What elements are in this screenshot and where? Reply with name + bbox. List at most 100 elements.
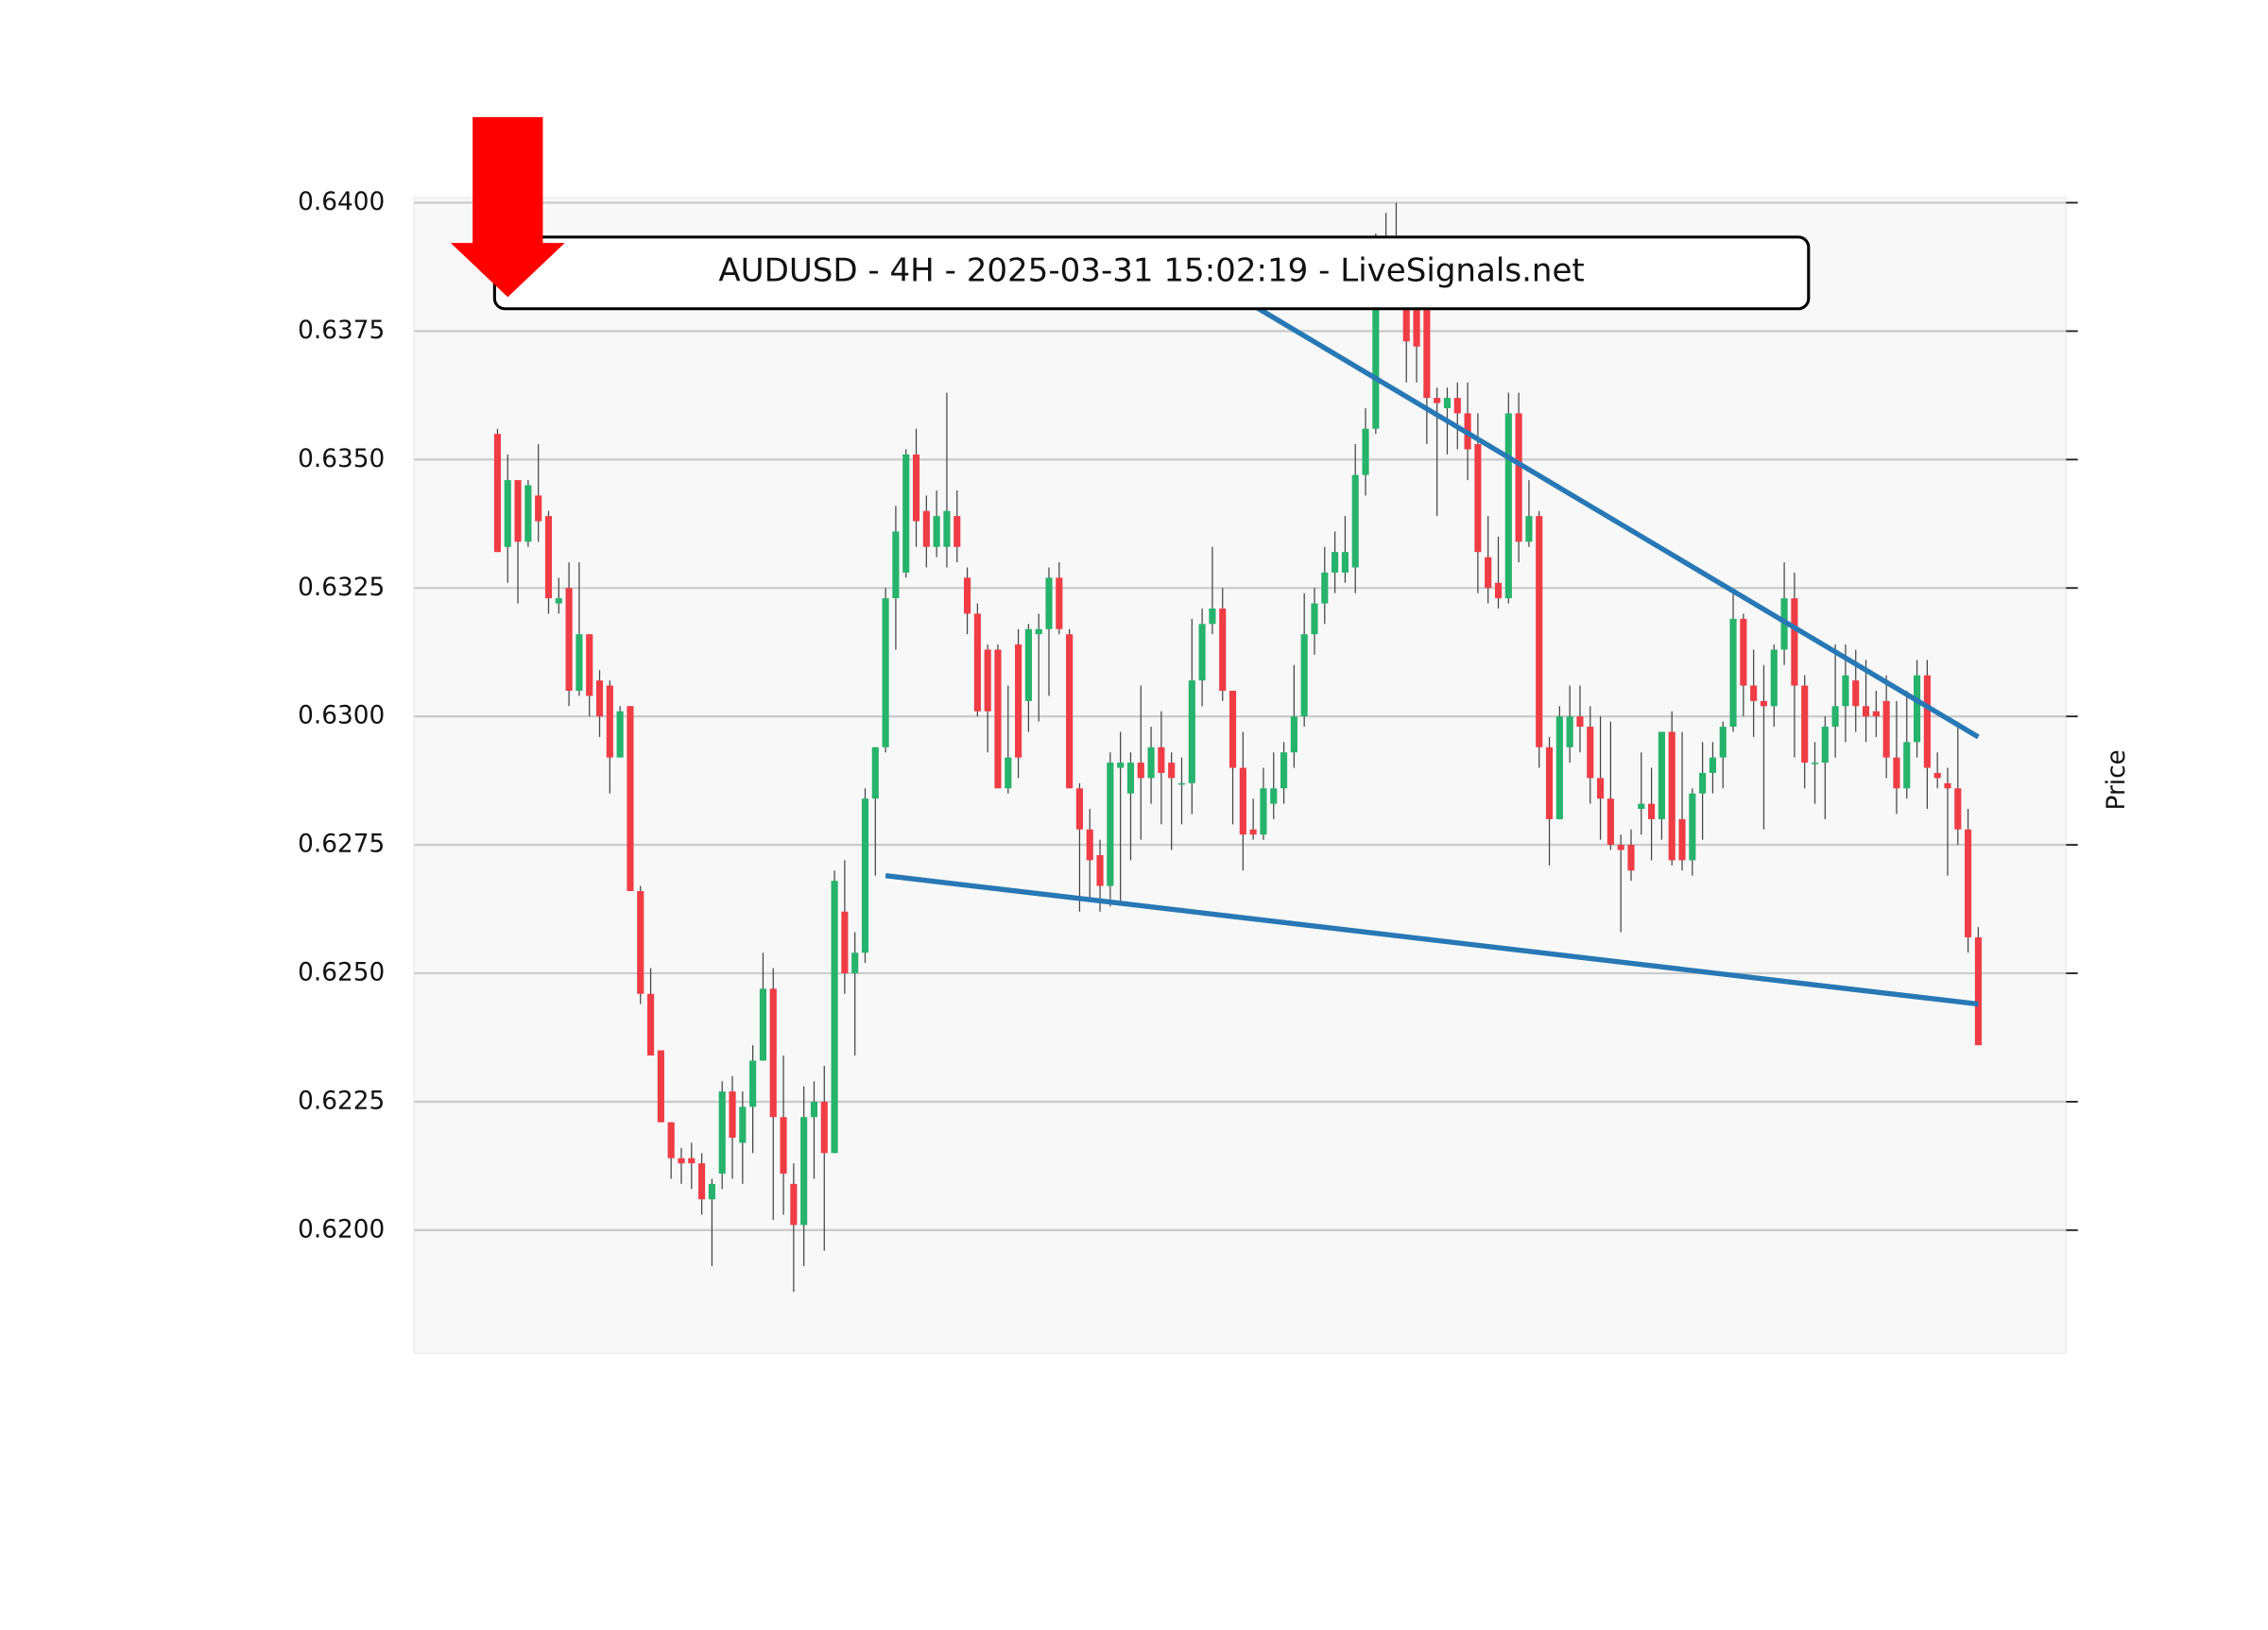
candle-body: [1862, 706, 1870, 717]
y-tick-label: 0.6325: [298, 574, 385, 602]
candle-body: [1658, 731, 1665, 819]
candle-body: [861, 798, 869, 953]
y-axis-label: Price: [2103, 749, 2131, 810]
candle-body: [1228, 690, 1237, 768]
y-tick-label: 0.6300: [298, 702, 385, 730]
candle-body: [1117, 763, 1125, 768]
y-tick-label: 0.6275: [298, 831, 385, 859]
candle-body: [708, 1183, 715, 1200]
candle-body: [1005, 757, 1012, 789]
candle-body: [1147, 746, 1155, 779]
candle-body: [504, 480, 511, 547]
candle-body: [1168, 763, 1176, 779]
candle-body: [1239, 767, 1246, 835]
candle-body: [902, 454, 910, 573]
candle-body: [657, 1050, 664, 1123]
candle-body: [1453, 398, 1461, 414]
candle-body: [831, 881, 838, 1154]
candle-body: [565, 588, 573, 691]
trendline: [885, 873, 1979, 1007]
candle-body: [698, 1163, 706, 1200]
candle-body: [667, 1122, 675, 1158]
candle-body: [963, 577, 971, 614]
candle-body: [1024, 628, 1032, 701]
candle-body: [1015, 644, 1022, 758]
candle-body: [1075, 788, 1083, 830]
candle-body: [1811, 763, 1819, 764]
candle-body: [1597, 778, 1605, 799]
candle-body: [820, 1101, 828, 1154]
candle-body: [1555, 716, 1563, 819]
candle-body: [1974, 936, 1982, 1046]
candle-body: [1923, 675, 1931, 768]
y-axis: 0.6200 0.6225 0.6250 0.6275 0.6300 0.6325 0.63…: [298, 188, 2078, 1244]
candle-body: [1954, 788, 1962, 830]
candle-body: [1536, 516, 1543, 747]
candle-body: [1158, 746, 1165, 773]
arrow-shaft: [472, 116, 543, 245]
candle-body: [535, 495, 542, 522]
candle-body: [616, 711, 624, 758]
candle-body: [1740, 618, 1747, 686]
candle-body: [1137, 763, 1144, 779]
candle-body: [1372, 280, 1380, 429]
candle-body: [1729, 618, 1737, 728]
candle-body: [1678, 818, 1686, 861]
candle-body: [1423, 305, 1431, 399]
candle-body: [1893, 757, 1900, 789]
y-tick-label: 0.6225: [298, 1087, 385, 1115]
candle-body: [1689, 793, 1696, 861]
candle-body: [555, 598, 562, 604]
candle-body: [1056, 577, 1063, 629]
candle-body: [1842, 675, 1849, 707]
candle-body: [1882, 700, 1890, 758]
y-tick-label: 0.6375: [298, 317, 385, 345]
candle-body: [1699, 772, 1707, 794]
candle-body: [1126, 763, 1135, 794]
candle-body: [1872, 711, 1880, 717]
candle-body: [851, 952, 859, 974]
candle-body: [984, 649, 991, 712]
candle-body: [1719, 727, 1727, 758]
candle-body: [606, 685, 613, 758]
trendlines: [885, 302, 1980, 1007]
candle-body: [1485, 557, 1492, 589]
candle-body: [524, 485, 532, 542]
candle-body: [1434, 398, 1441, 403]
candle-body: [1801, 685, 1809, 764]
candle-body: [1587, 727, 1594, 779]
candle-body: [1515, 413, 1522, 542]
candle-body: [749, 1060, 757, 1107]
candle-body: [576, 634, 583, 691]
candle-body: [627, 706, 634, 892]
candle-body: [1188, 680, 1195, 783]
arrow-head: [450, 243, 565, 298]
candle-body: [1617, 845, 1624, 850]
candle-body: [954, 516, 961, 547]
candle-body: [994, 649, 1002, 789]
candle-body: [922, 510, 930, 547]
candle-body: [841, 911, 849, 974]
candle-body: [1219, 609, 1227, 691]
candle-body: [1107, 763, 1114, 886]
candle-body: [493, 434, 502, 553]
candle-body: [646, 993, 655, 1055]
candle-body: [1280, 752, 1288, 789]
candle-body: [1525, 516, 1533, 542]
candle-body: [1045, 577, 1053, 629]
candle-body: [718, 1091, 726, 1175]
signal-arrow: [450, 116, 565, 298]
candle-body: [1914, 675, 1921, 743]
candle-body: [586, 634, 593, 696]
candle-body: [943, 510, 951, 547]
candle-body: [759, 988, 766, 1061]
candle-body: [688, 1158, 696, 1164]
y-tick-label: 0.6250: [298, 959, 385, 987]
candle-body: [1300, 634, 1308, 717]
candle-body: [973, 613, 981, 712]
candle-body: [780, 1117, 787, 1175]
grid: [414, 201, 2067, 1231]
candle-body: [1770, 649, 1778, 707]
candle-body: [514, 480, 522, 542]
